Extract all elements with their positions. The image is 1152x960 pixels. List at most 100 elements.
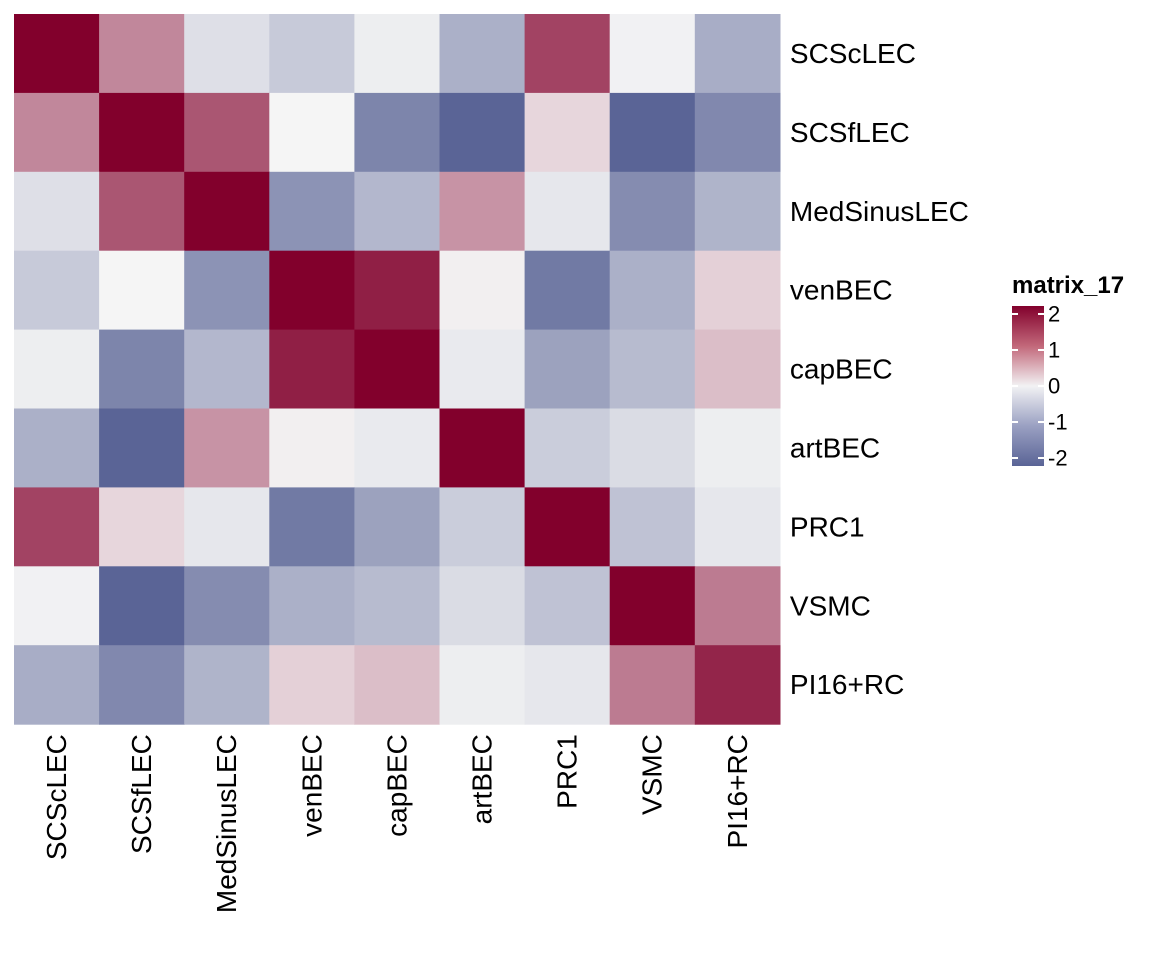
heatmap-cell (439, 250, 526, 331)
heatmap-cell (609, 408, 696, 488)
heatmap-cell (609, 645, 696, 725)
heatmap-cell (14, 92, 100, 173)
column-label: PRC1 (552, 734, 583, 809)
heatmap-cell (524, 171, 611, 252)
row-label: capBEC (790, 354, 893, 385)
legend-tick-label: 0 (1048, 374, 1060, 399)
heatmap-cell (14, 487, 100, 567)
heatmap-cell (609, 92, 696, 173)
heatmap-cell (694, 329, 781, 410)
heatmap-cell (354, 14, 441, 94)
heatmap-cell (524, 645, 611, 725)
heatmap-cell (694, 645, 781, 725)
column-label: MedSinusLEC (211, 734, 242, 913)
legend-title: matrix_17 (1012, 272, 1124, 299)
heatmap-cell (184, 408, 270, 488)
heatmap-cell (184, 250, 270, 331)
legend-tick-label: 2 (1048, 302, 1060, 327)
heatmap-cell (354, 250, 441, 331)
heatmap-cell (184, 329, 270, 410)
heatmap-cell (14, 171, 100, 252)
heatmap-cell (14, 329, 100, 410)
column-label: SCSfLEC (126, 734, 157, 854)
heatmap-cell (354, 329, 441, 410)
heatmap-cell (99, 566, 185, 646)
row-label: SCScLEC (790, 38, 916, 69)
legend-ticks: 2 1 0 -1 -2 (1012, 302, 1068, 471)
heatmap-cell (354, 92, 441, 173)
heatmap-cell (694, 408, 781, 488)
heatmap-cell (524, 487, 611, 567)
heatmap-cell (694, 14, 781, 94)
heatmap-cell (694, 92, 781, 173)
heatmap-cell (269, 566, 355, 646)
heatmap-cell (439, 92, 526, 173)
heatmap-cell (99, 329, 185, 410)
row-label: venBEC (790, 275, 893, 306)
column-label: PI16+RC (722, 734, 753, 848)
heatmap-cell (609, 250, 696, 331)
heatmap-cell (269, 92, 355, 173)
heatmap-cell (354, 566, 441, 646)
heatmap-cell (184, 171, 270, 252)
column-label: VSMC (637, 734, 668, 815)
heatmap-cell (439, 329, 526, 410)
heatmap-cell (269, 329, 355, 410)
column-label: artBEC (467, 734, 498, 824)
heatmap-cell (439, 487, 526, 567)
heatmap-cell (14, 250, 100, 331)
heatmap-cells (14, 14, 781, 725)
heatmap-cell (354, 408, 441, 488)
heatmap-cell (269, 250, 355, 331)
heatmap-cell (524, 566, 611, 646)
heatmap-cell (354, 487, 441, 567)
heatmap-cell (694, 566, 781, 646)
heatmap-cell (439, 171, 526, 252)
column-label: SCScLEC (41, 734, 72, 860)
heatmap-cell (354, 645, 441, 725)
heatmap-cell (99, 92, 185, 173)
heatmap-cell (99, 250, 185, 331)
heatmap-cell (609, 487, 696, 567)
heatmap-cell (439, 408, 526, 488)
heatmap-cell (524, 329, 611, 410)
heatmap-cell (184, 645, 270, 725)
heatmap-cell (694, 250, 781, 331)
heatmap-cell (269, 408, 355, 488)
heatmap-cell (524, 92, 611, 173)
heatmap-cell (439, 14, 526, 94)
heatmap-cell (184, 92, 270, 173)
heatmap-cell (99, 408, 185, 488)
row-label: SCSfLEC (790, 117, 910, 148)
heatmap-cell (184, 14, 270, 94)
heatmap-cell (609, 14, 696, 94)
heatmap-cell (14, 645, 100, 725)
row-label: PRC1 (790, 511, 865, 542)
row-labels: SCScLEC SCSfLEC MedSinusLEC venBEC capBEC art… (790, 38, 969, 700)
heatmap-cell (14, 566, 100, 646)
heatmap-cell (269, 171, 355, 252)
heatmap-cell (609, 566, 696, 646)
heatmap-cell (99, 645, 185, 725)
heatmap-cell (99, 171, 185, 252)
row-label: MedSinusLEC (790, 196, 969, 227)
heatmap-cell (524, 408, 611, 488)
heatmap-cell (14, 14, 100, 94)
heatmap-cell (609, 329, 696, 410)
heatmap-cell (524, 250, 611, 331)
column-labels: SCScLEC SCSfLEC MedSinusLEC venBEC capBEC art… (41, 734, 753, 913)
row-label: artBEC (790, 432, 880, 463)
heatmap-cell (694, 171, 781, 252)
heatmap-cell (14, 408, 100, 488)
color-legend: matrix_17 2 1 0 -1 -2 (1012, 272, 1124, 471)
row-label: VSMC (790, 590, 871, 621)
heatmap-cell (99, 14, 185, 94)
heatmap-cell (439, 645, 526, 725)
column-label: capBEC (381, 734, 412, 837)
heatmap-cell (184, 487, 270, 567)
heatmap-cell (269, 14, 355, 94)
legend-tick-label: -2 (1048, 446, 1068, 471)
legend-tick-label: -1 (1048, 410, 1068, 435)
heatmap-cell (609, 171, 696, 252)
